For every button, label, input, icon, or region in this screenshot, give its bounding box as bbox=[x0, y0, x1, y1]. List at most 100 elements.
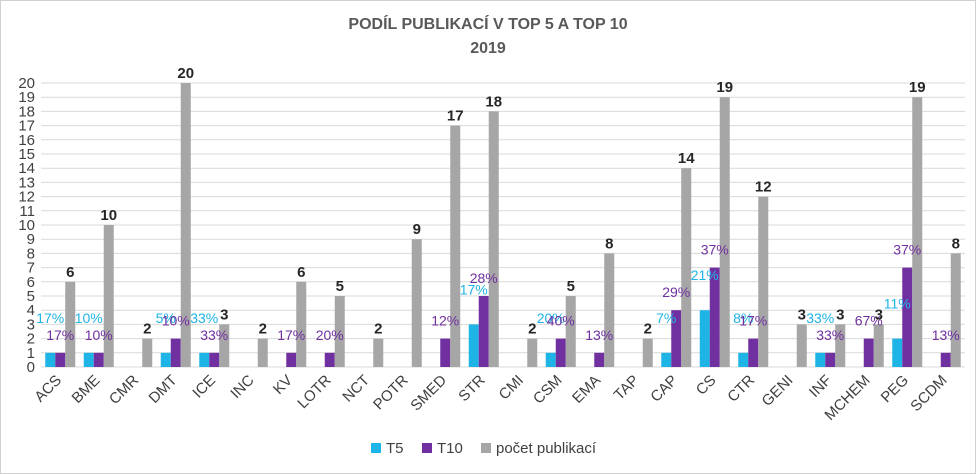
data-label-count: 18 bbox=[485, 93, 502, 110]
bar-count bbox=[950, 253, 961, 367]
data-label-t10: 20% bbox=[316, 327, 344, 343]
bar-count bbox=[719, 97, 730, 367]
bar-t10 bbox=[940, 352, 951, 367]
y-tick-label: 12 bbox=[18, 189, 35, 206]
data-label-t5: 33% bbox=[806, 310, 834, 326]
bar-count bbox=[450, 125, 461, 367]
data-label-count: 19 bbox=[716, 79, 733, 96]
data-label-t10: 33% bbox=[816, 327, 844, 343]
data-label-t10: 13% bbox=[585, 327, 613, 343]
bar-t5 bbox=[738, 352, 749, 367]
data-label-count: 6 bbox=[297, 264, 305, 281]
bar-count bbox=[527, 338, 538, 367]
y-tick-label: 19 bbox=[18, 89, 35, 106]
gridlines bbox=[41, 82, 965, 368]
data-label-count: 2 bbox=[644, 321, 652, 338]
legend-swatch bbox=[422, 443, 432, 453]
x-category-label: SCDM bbox=[907, 372, 950, 415]
legend: T5 T10 počet publikací bbox=[371, 440, 597, 457]
bar-t5 bbox=[661, 352, 672, 367]
legend-label: počet publikací bbox=[496, 440, 597, 457]
data-label-t10: 40% bbox=[547, 313, 575, 329]
y-tick-label: 8 bbox=[27, 245, 35, 262]
x-category-label: STR bbox=[455, 372, 488, 405]
bar-count bbox=[565, 296, 576, 367]
x-category-label: TAP bbox=[611, 372, 643, 404]
bar-t5 bbox=[199, 352, 210, 367]
data-label-t5: 20% bbox=[537, 310, 565, 326]
y-tick-label: 4 bbox=[27, 302, 35, 319]
data-label-count: 14 bbox=[678, 150, 695, 167]
y-tick-label: 16 bbox=[18, 132, 35, 149]
bar-t5 bbox=[160, 352, 171, 367]
bar-count bbox=[180, 83, 191, 367]
x-category-label: ICE bbox=[189, 372, 219, 402]
data-label-count: 20 bbox=[177, 65, 194, 82]
x-category-label: CAP bbox=[647, 372, 681, 406]
bar-t10 bbox=[902, 267, 913, 367]
bar-count bbox=[488, 111, 499, 368]
x-category-label: DMT bbox=[146, 372, 181, 407]
x-category-label: LOTR bbox=[294, 372, 334, 412]
bar-t5 bbox=[892, 338, 903, 367]
x-category-label: POTR bbox=[370, 372, 412, 414]
y-tick-label: 1 bbox=[27, 345, 35, 362]
legend-label: T10 bbox=[437, 440, 463, 457]
data-label-t5: 17% bbox=[460, 281, 488, 297]
bar-count bbox=[912, 97, 923, 367]
legend-swatch bbox=[371, 443, 381, 453]
data-label-t10: 17% bbox=[46, 327, 74, 343]
x-category-label: INF bbox=[806, 372, 835, 401]
bar-count bbox=[373, 338, 384, 367]
x-category-label: CS bbox=[693, 372, 720, 399]
bar-count bbox=[219, 324, 230, 367]
y-tick-label: 2 bbox=[27, 331, 35, 348]
x-category-label: CMR bbox=[106, 372, 142, 408]
y-tick-label: 13 bbox=[18, 174, 35, 191]
x-category-label: GENI bbox=[759, 372, 797, 410]
legend-swatch bbox=[481, 443, 491, 453]
bar-t5 bbox=[83, 352, 94, 367]
data-label-t5: 7% bbox=[656, 310, 676, 326]
data-label-t10: 12% bbox=[431, 313, 459, 329]
data-label-count: 10 bbox=[100, 207, 117, 224]
data-label-count: 2 bbox=[259, 321, 267, 338]
y-tick-label: 17 bbox=[18, 118, 35, 135]
bar-t5 bbox=[699, 310, 710, 367]
bar-t5 bbox=[468, 324, 479, 367]
bar-count bbox=[103, 225, 114, 367]
bar-count bbox=[65, 281, 76, 367]
bar-t10 bbox=[825, 352, 836, 367]
data-label-t5: 21% bbox=[691, 267, 719, 283]
bar-t10 bbox=[93, 352, 104, 367]
bar-t10 bbox=[863, 338, 874, 367]
bar-t10 bbox=[440, 338, 451, 367]
data-label-count: 5 bbox=[567, 278, 575, 295]
data-label-t5: 11% bbox=[884, 296, 911, 312]
data-label-count: 2 bbox=[528, 321, 536, 338]
x-category-label: BME bbox=[69, 372, 104, 407]
x-category-label: KV bbox=[270, 372, 296, 398]
data-label-count: 12 bbox=[755, 179, 772, 196]
x-category-label: NCT bbox=[339, 372, 373, 406]
data-label-count: 19 bbox=[909, 79, 926, 96]
data-label-t5: 5% bbox=[156, 310, 176, 326]
bar-t10 bbox=[209, 352, 220, 367]
data-label-t10: 17% bbox=[277, 327, 305, 343]
data-label-count: 3 bbox=[836, 306, 844, 323]
chart-title: PODÍL PUBLIKACÍ V TOP 5 A TOP 10 bbox=[348, 14, 627, 33]
data-label-count: 17 bbox=[447, 108, 464, 125]
data-label-t10: 13% bbox=[932, 327, 960, 343]
x-category-label: SMED bbox=[407, 372, 450, 415]
bar-t10 bbox=[594, 352, 605, 367]
bar-t10 bbox=[478, 296, 489, 367]
data-label-t10: 37% bbox=[701, 242, 729, 258]
y-tick-label: 9 bbox=[27, 231, 35, 248]
data-label-count: 3 bbox=[220, 306, 228, 323]
bar-t5 bbox=[815, 352, 826, 367]
bar-t10 bbox=[55, 352, 66, 367]
y-tick-label: 20 bbox=[18, 75, 35, 92]
